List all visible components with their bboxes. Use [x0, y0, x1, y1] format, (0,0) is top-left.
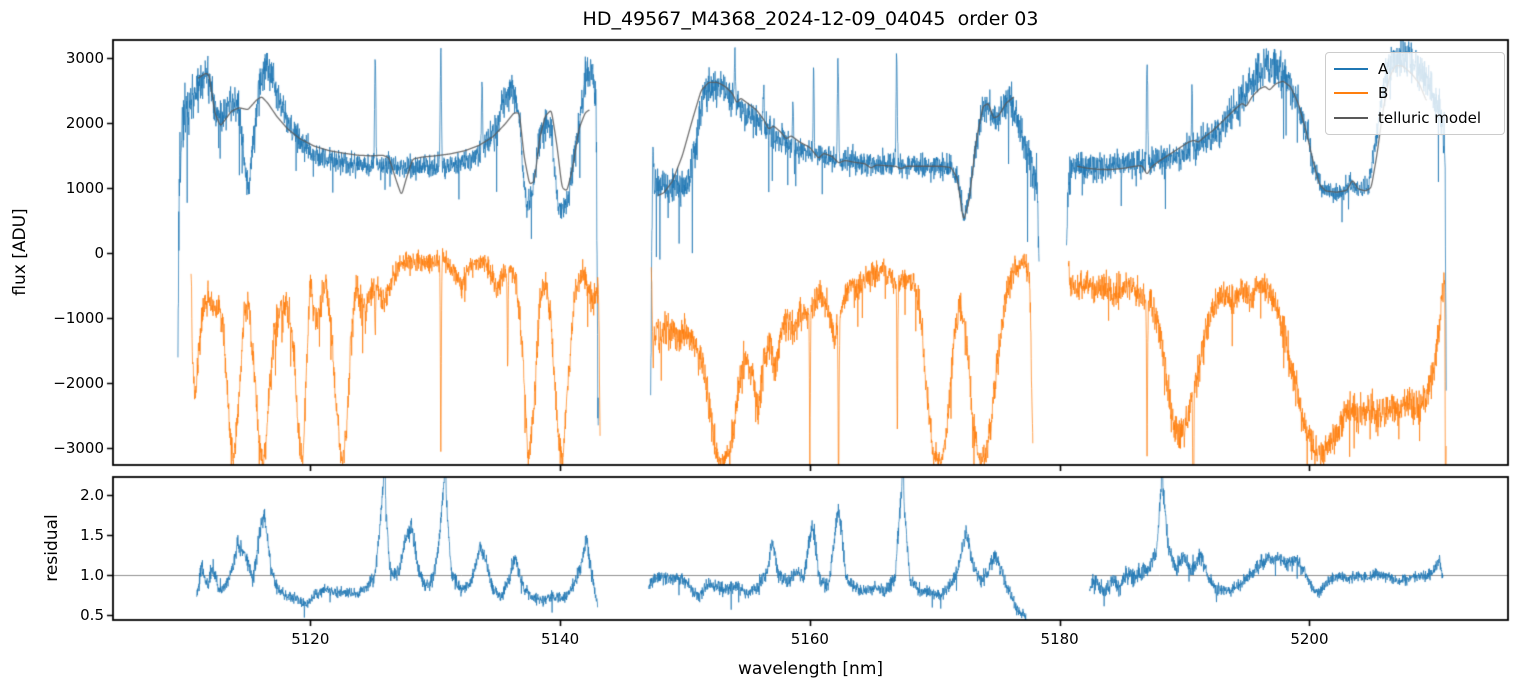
legend-label-telluric-model: telluric model [1378, 108, 1482, 127]
x-tick-label: 5140 [541, 630, 580, 648]
y-tick-label: 1.0 [80, 566, 104, 584]
x-tick-label: 5160 [790, 630, 829, 648]
telluric-model-line-swatch [1334, 116, 1368, 119]
y-tick-label: 2.0 [80, 485, 104, 504]
y-tick-label: 1.5 [80, 525, 104, 544]
y-tick-label: 0 [94, 243, 104, 262]
y-tick-label: 3000 [65, 48, 104, 67]
y-tick-label: 2000 [65, 113, 104, 132]
legend-label-a: A [1378, 60, 1389, 79]
legend-item-b: B [1334, 81, 1504, 105]
x-tick-label: 5120 [291, 630, 330, 648]
y-tick-label: −2000 [53, 373, 104, 392]
x-tick-label: 5180 [1040, 630, 1079, 648]
y-tick-label: −1000 [53, 308, 104, 327]
y-tick-label: −3000 [53, 438, 104, 457]
legend-item-a: A [1334, 57, 1504, 81]
series-a-line-swatch [1334, 68, 1368, 71]
y-tick-label: 0.5 [80, 606, 104, 625]
plot-title: HD_49567_M4368_2024-12-09_04045 order 03 [582, 8, 1039, 30]
y-tick-label: 1000 [65, 178, 104, 197]
series-b-line-swatch [1334, 92, 1368, 95]
wavelength-axis-label: wavelength [nm] [737, 659, 884, 679]
legend-label-b: B [1378, 84, 1389, 103]
x-tick-label: 5200 [1290, 630, 1329, 648]
legend: A B telluric model [1325, 52, 1505, 135]
legend-item-telluric-model: telluric model [1334, 106, 1504, 130]
